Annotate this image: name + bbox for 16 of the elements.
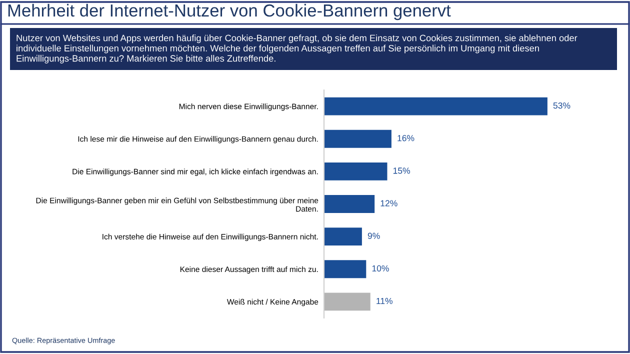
chart-subtitle: Nutzer von Websites und Apps werden häufig über Cookie-Banner gefragt, ob sie dem Einsatz von Cookies zustimmen, sie ablehnen oder individuelle Einstellungen vornehmen möchten. Welche der folgenden Aussagen treffen auf Sie persönlich im Umgang mit diesen Einwilligungs-Bannern zu? Markieren Sie bitte alles Zutreffende. (16, 34, 578, 64)
bar (324, 130, 392, 148)
data-label: 9% (368, 232, 380, 239)
data-label: 11% (376, 298, 392, 304)
data-label: 53% (553, 102, 570, 109)
data-label: 12% (380, 200, 398, 206)
bar (324, 162, 388, 180)
data-label: 15% (393, 168, 410, 174)
data-label: 16% (398, 135, 414, 142)
bar (324, 228, 362, 246)
bar (324, 260, 366, 278)
bar (324, 292, 370, 311)
bar (324, 97, 548, 116)
bar (324, 195, 375, 213)
data-label: 10% (372, 265, 389, 272)
chart-title: Mehrheit der Internet-Nutzer von Cookie-Bannern genervt (8, 4, 451, 20)
